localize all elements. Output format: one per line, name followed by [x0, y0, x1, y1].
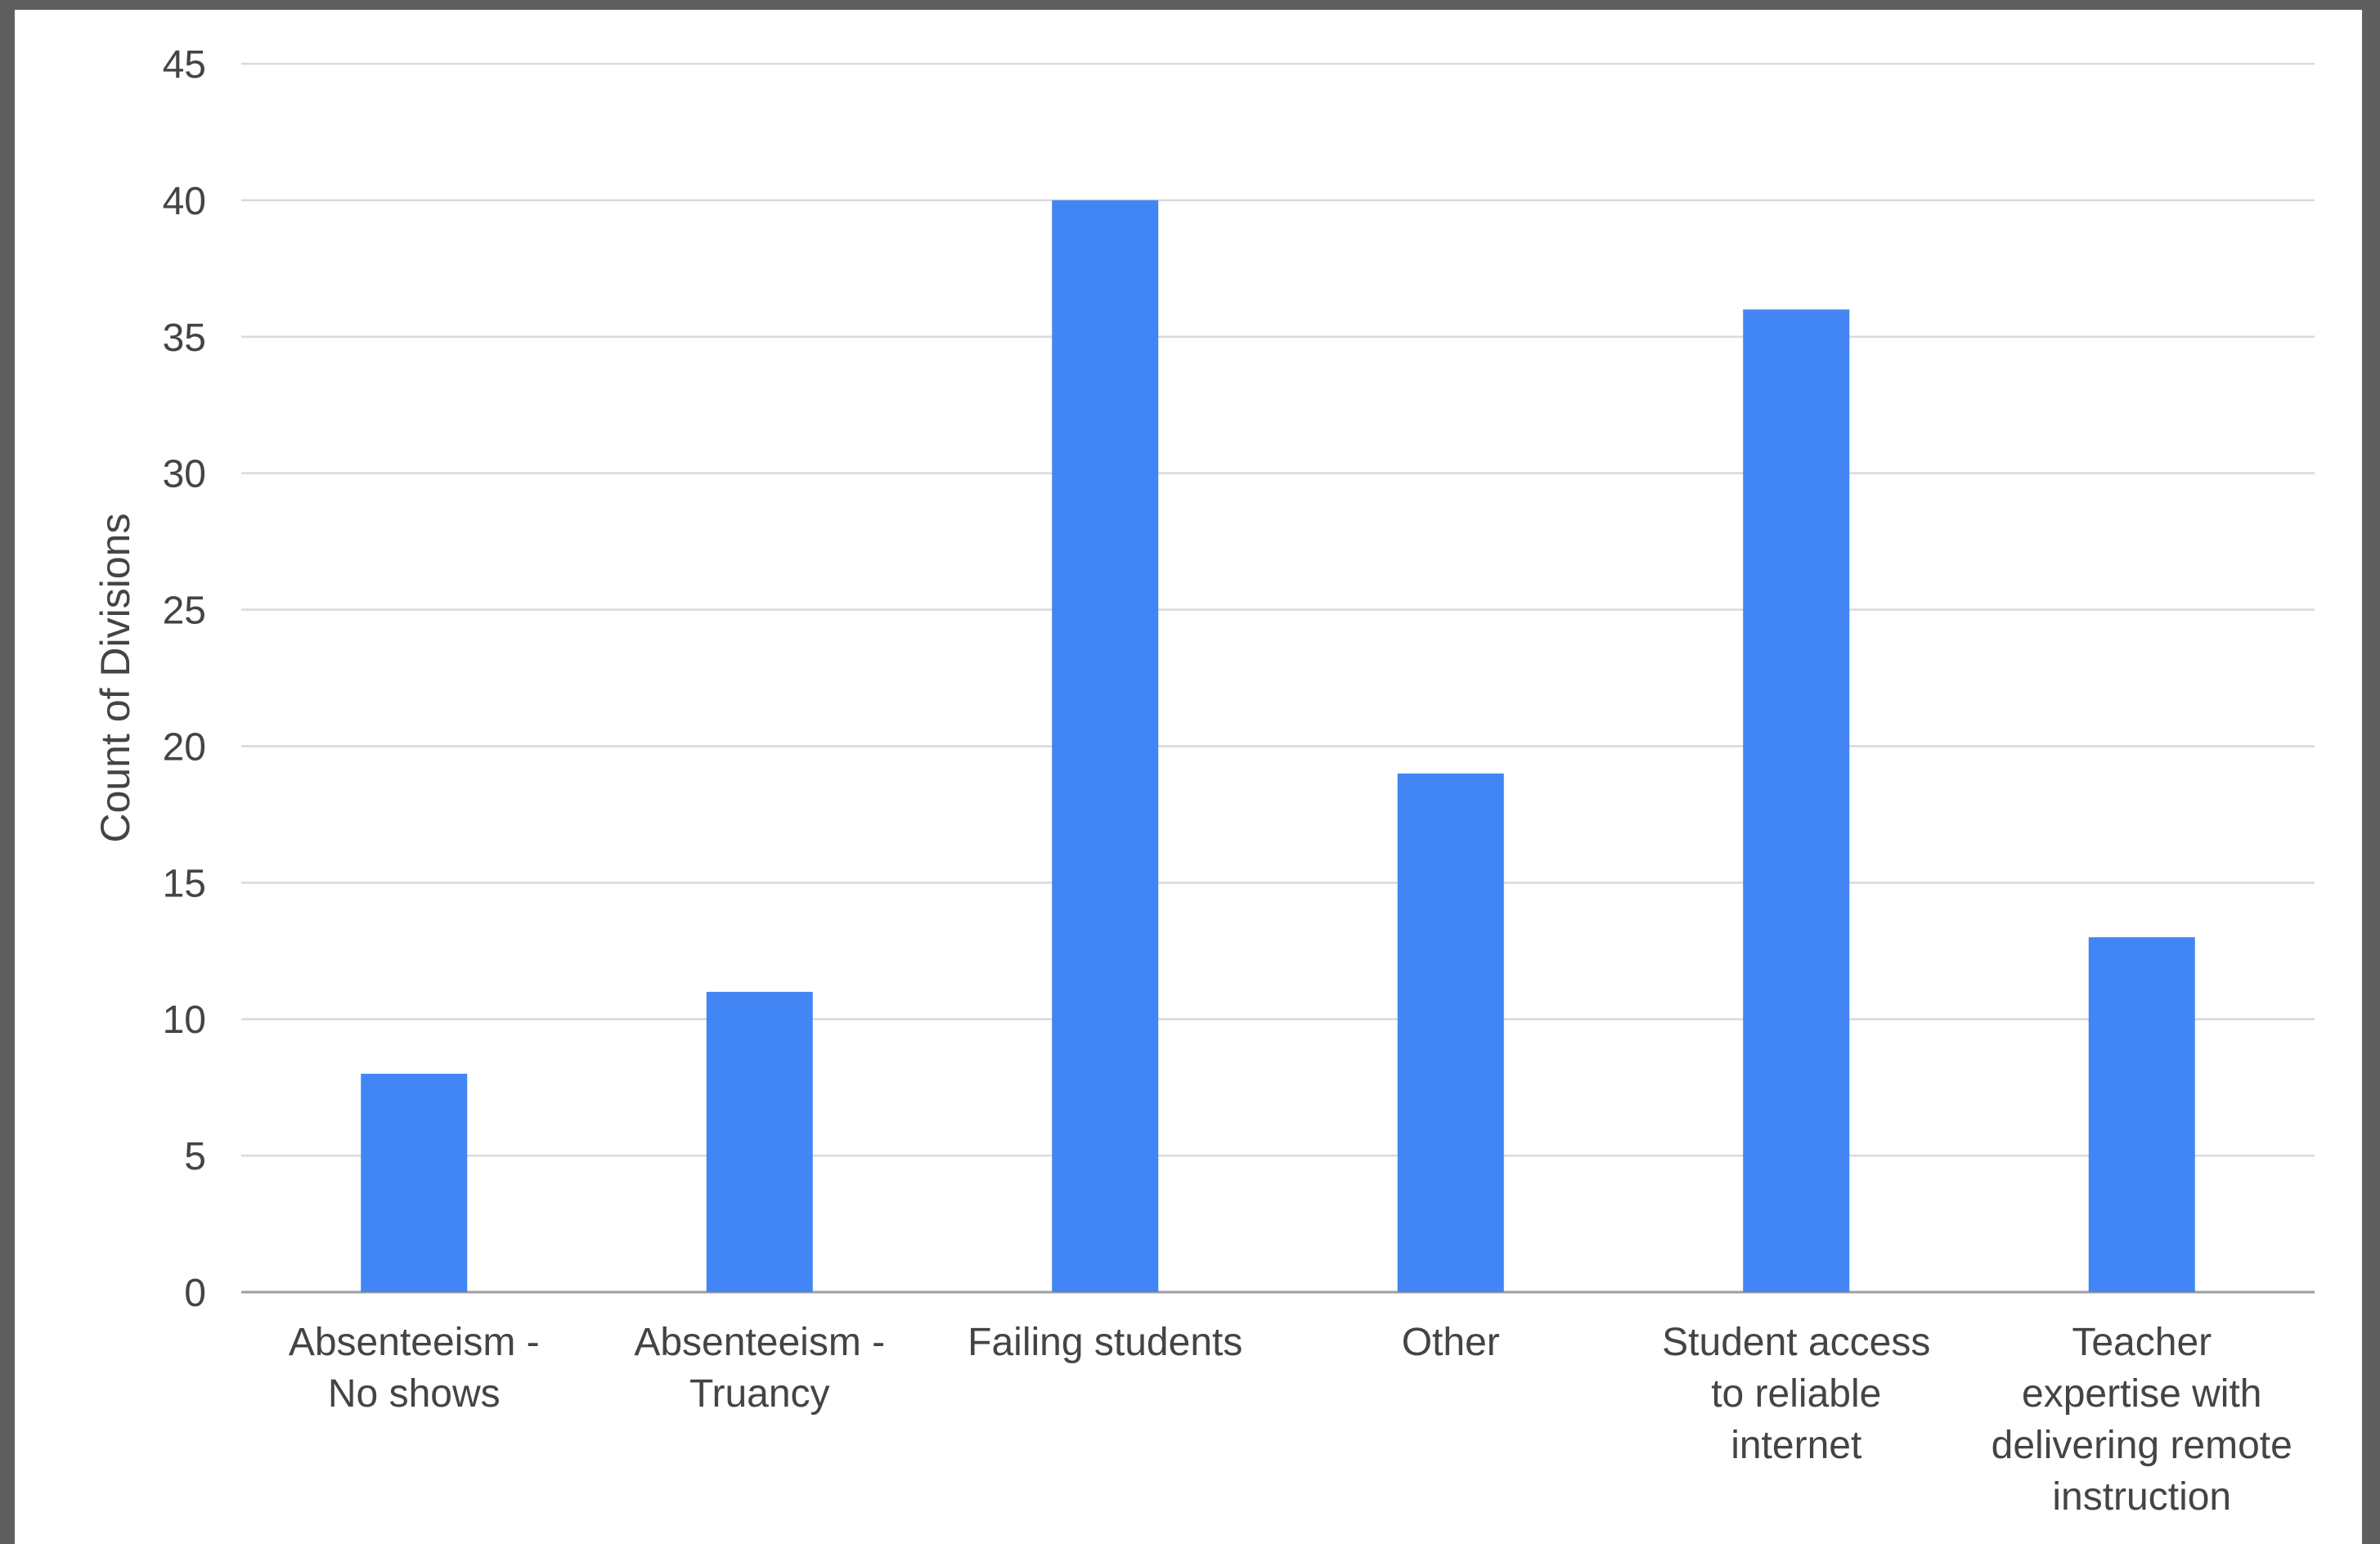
x-category-label: Absenteeism -Truancy	[634, 1321, 885, 1416]
y-axis-ticks: 0 5 10 15 20 25 30 35 40 45	[163, 43, 206, 1315]
bar	[1052, 200, 1159, 1292]
bar	[1743, 309, 1850, 1292]
bars	[361, 200, 2195, 1292]
x-category-label: Absenteeism -No shows	[289, 1321, 540, 1416]
y-tick-label: 15	[163, 862, 206, 905]
x-category-label: Other	[1402, 1321, 1500, 1364]
y-tick-label: 45	[163, 43, 206, 87]
y-tick-label: 30	[163, 453, 206, 496]
y-tick-label: 5	[184, 1135, 206, 1178]
y-tick-label: 40	[163, 180, 206, 223]
y-axis-title: Count of Divisions	[92, 514, 138, 843]
bar	[1397, 773, 1504, 1292]
x-axis-category-labels: Absenteeism -No shows Absenteeism -Truanc…	[289, 1321, 2292, 1519]
y-tick-label: 35	[163, 316, 206, 360]
x-category-label: Failing students	[968, 1321, 1242, 1364]
x-category-label: Student access to reliable internet	[1662, 1321, 1930, 1467]
x-category-label: Teacher expertise with delivering remote in…	[1992, 1321, 2292, 1519]
y-tick-label: 20	[163, 725, 206, 769]
bar	[706, 991, 813, 1292]
y-tick-label: 0	[184, 1272, 206, 1315]
bar	[361, 1073, 468, 1292]
gridlines	[241, 62, 2315, 1294]
y-tick-label: 25	[163, 590, 206, 633]
y-tick-label: 10	[163, 999, 206, 1042]
bar	[2088, 937, 2195, 1292]
